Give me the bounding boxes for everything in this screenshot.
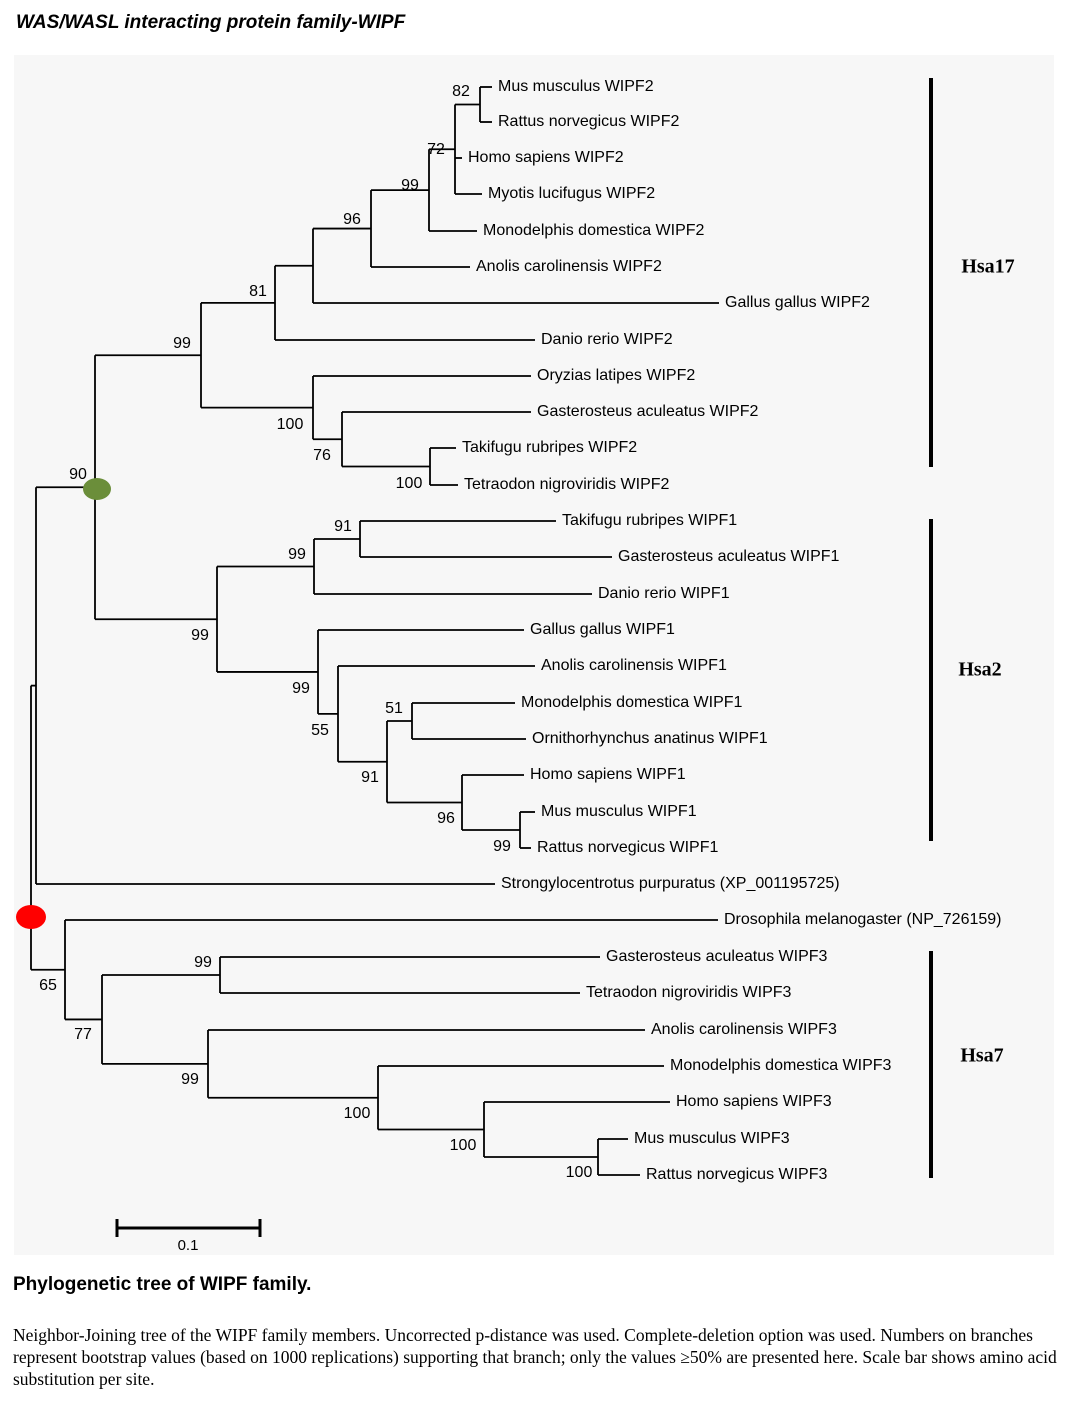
bootstrap-value: 96 bbox=[343, 211, 361, 228]
bootstrap-value: 99 bbox=[194, 954, 212, 971]
bootstrap-value: 99 bbox=[288, 546, 306, 563]
leaf-label: Danio rerio WIPF1 bbox=[598, 585, 730, 602]
leaf-label: Anolis carolinensis WIPF2 bbox=[476, 258, 662, 275]
leaf-label: Drosophila melanogaster (NP_726159) bbox=[724, 911, 1002, 928]
leaf-label: Rattus norvegicus WIPF3 bbox=[646, 1166, 828, 1183]
leaf-label: Ornithorhynchus anatinus WIPF1 bbox=[532, 730, 768, 747]
bootstrap-value: 90 bbox=[69, 466, 87, 483]
leaf-label: Takifugu rubripes WIPF2 bbox=[462, 439, 637, 456]
leaf-label: Rattus norvegicus WIPF2 bbox=[498, 113, 680, 130]
leaf-label: Monodelphis domestica WIPF2 bbox=[483, 222, 705, 239]
green-node-marker bbox=[83, 478, 111, 500]
leaf-label: Mus musculus WIPF3 bbox=[634, 1130, 790, 1147]
caption-title: Phylogenetic tree of WIPF family. bbox=[13, 1274, 312, 1295]
bootstrap-value: 99 bbox=[292, 680, 310, 697]
bootstrap-value: 77 bbox=[74, 1026, 92, 1043]
leaf-label: Tetraodon nigroviridis WIPF2 bbox=[464, 476, 670, 493]
leaf-label: Anolis carolinensis WIPF1 bbox=[541, 657, 727, 674]
bootstrap-value: 72 bbox=[427, 141, 445, 158]
red-node-marker bbox=[16, 905, 46, 929]
leaf-label: Gasterosteus aculeatus WIPF2 bbox=[537, 403, 759, 420]
leaf-label: Strongylocentrotus purpuratus (XP_001195… bbox=[501, 875, 840, 892]
bootstrap-value: 99 bbox=[493, 838, 511, 855]
phylogenetic-tree-figure: Mus musculus WIPF2 Rattus norvegicus WIPF… bbox=[14, 55, 1054, 1255]
group-label: Hsa17 bbox=[961, 256, 1014, 278]
leaf-label: Myotis lucifugus WIPF2 bbox=[488, 185, 655, 202]
leaf-label: Gasterosteus aculeatus WIPF3 bbox=[606, 948, 828, 965]
leaf-label: Homo sapiens WIPF1 bbox=[530, 766, 686, 783]
group-label: Hsa2 bbox=[958, 659, 1001, 681]
leaf-label: Monodelphis domestica WIPF3 bbox=[670, 1057, 892, 1074]
leaf-label: Oryzias latipes WIPF2 bbox=[537, 367, 695, 384]
bootstrap-value: 100 bbox=[566, 1164, 593, 1181]
bootstrap-value: 99 bbox=[173, 335, 191, 352]
leaf-label: Gasterosteus aculeatus WIPF1 bbox=[618, 548, 840, 565]
bootstrap-value: 100 bbox=[450, 1137, 477, 1154]
leaf-label: Danio rerio WIPF2 bbox=[541, 331, 673, 348]
leaf-label: Anolis carolinensis WIPF3 bbox=[651, 1021, 837, 1038]
page-title: WAS/WASL interacting protein family-WIPF bbox=[16, 12, 406, 33]
bootstrap-value: 99 bbox=[191, 627, 209, 644]
bootstrap-value: 100 bbox=[277, 416, 304, 433]
leaf-label: Rattus norvegicus WIPF1 bbox=[537, 839, 719, 856]
leaf-label: Homo sapiens WIPF3 bbox=[676, 1093, 832, 1110]
bootstrap-value: 51 bbox=[385, 700, 403, 717]
bootstrap-value: 99 bbox=[181, 1071, 199, 1088]
bootstrap-value: 82 bbox=[452, 83, 470, 100]
bootstrap-value: 100 bbox=[396, 475, 423, 492]
tree-svg: Mus musculus WIPF2 Rattus norvegicus WIPF… bbox=[16, 78, 1015, 1254]
leaf-label: Gallus gallus WIPF1 bbox=[530, 621, 675, 638]
caption-text: Neighbor-Joining tree of the WIPF family… bbox=[13, 1325, 1057, 1389]
leaf-label: Takifugu rubripes WIPF1 bbox=[562, 512, 737, 529]
leaf-label: Gallus gallus WIPF2 bbox=[725, 294, 870, 311]
bootstrap-value: 81 bbox=[249, 283, 267, 300]
group-label: Hsa7 bbox=[960, 1045, 1003, 1067]
scale-label: 0.1 bbox=[178, 1237, 199, 1254]
bootstrap-value: 96 bbox=[437, 810, 455, 827]
leaf-label: Tetraodon nigroviridis WIPF3 bbox=[586, 984, 792, 1001]
bootstrap-value: 91 bbox=[361, 769, 379, 786]
bootstrap-value: 55 bbox=[311, 722, 329, 739]
leaf-label: Homo sapiens WIPF2 bbox=[468, 149, 624, 166]
bootstrap-value: 99 bbox=[401, 177, 419, 194]
leaf-label: Mus musculus WIPF2 bbox=[498, 78, 654, 95]
bootstrap-value: 76 bbox=[313, 447, 331, 464]
bootstrap-value: 91 bbox=[334, 518, 352, 535]
leaf-label: Monodelphis domestica WIPF1 bbox=[521, 694, 743, 711]
bootstrap-value: 100 bbox=[344, 1105, 371, 1122]
leaf-label: Mus musculus WIPF1 bbox=[541, 803, 697, 820]
bootstrap-value: 65 bbox=[39, 977, 57, 994]
